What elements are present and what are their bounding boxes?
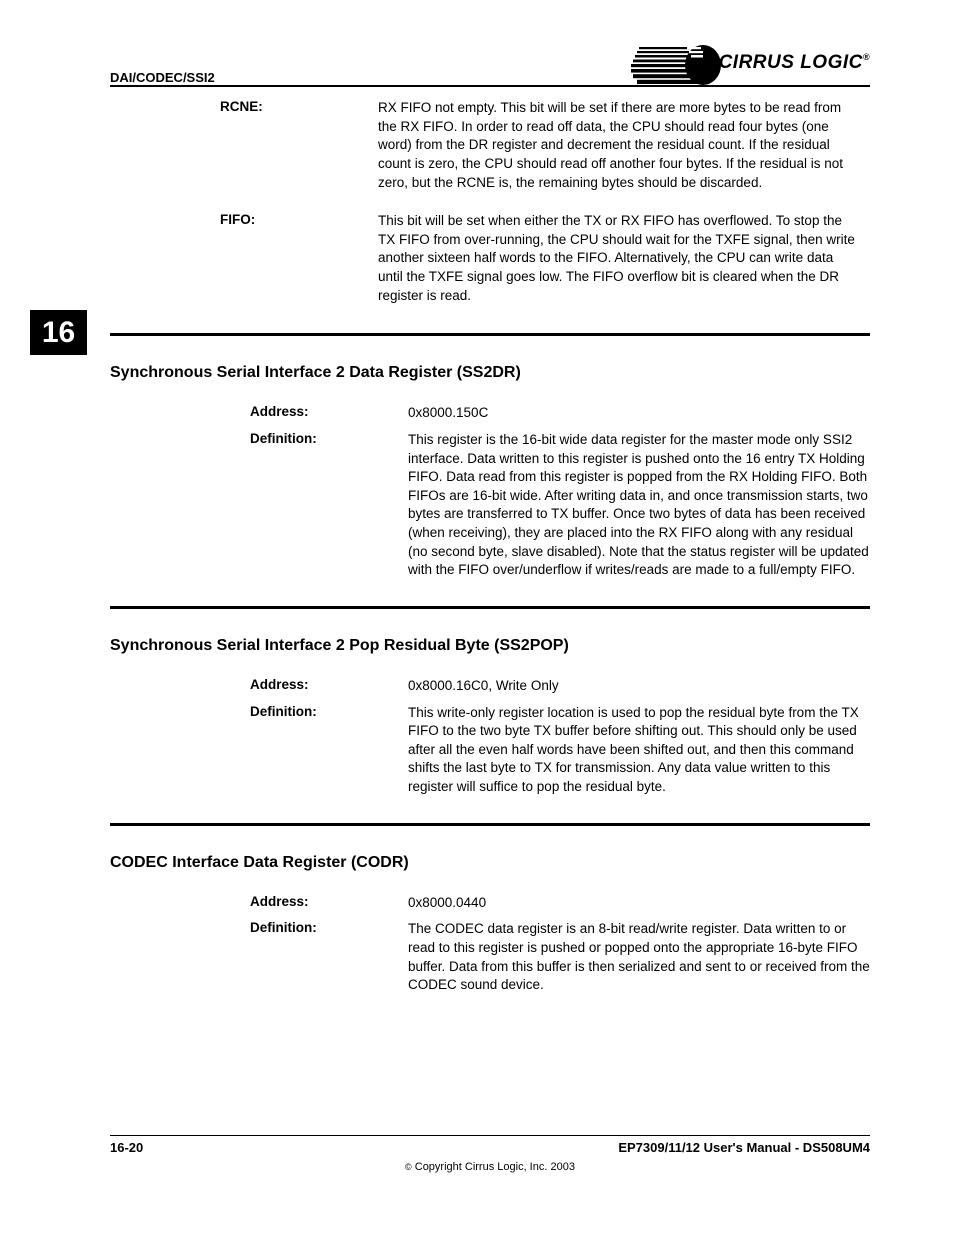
footer-rule	[110, 1135, 870, 1136]
codr-address-body: 0x8000.0440	[408, 894, 870, 913]
ss2pop-address-body: 0x8000.16C0, Write Only	[408, 677, 870, 696]
codr-definition-label: Definition:	[250, 920, 355, 935]
ss2pop-definition-label: Definition:	[250, 704, 355, 719]
field-body-fifo: This bit will be set when either the TX …	[378, 212, 860, 305]
header-title: DAI/CODEC/SSI2	[110, 70, 215, 85]
footer-manual: EP7309/11/12 User's Manual - DS508UM4	[618, 1140, 870, 1155]
chapter-tab: 16	[30, 310, 87, 355]
ss2pop-address-label: Address:	[250, 677, 355, 692]
ss2pop-address: Address: 0x8000.16C0, Write Only	[250, 677, 870, 696]
codr-definition-body: The CODEC data register is an 8-bit read…	[408, 920, 870, 995]
logo-registered: ®	[863, 52, 870, 62]
footer-page: 16-20	[110, 1140, 143, 1155]
page-body: DAI/CODEC/SSI2	[110, 40, 870, 995]
ss2pop-definition-body: This write-only register location is use…	[408, 704, 870, 797]
codr-definition: Definition: The CODEC data register is a…	[250, 920, 870, 995]
page-footer: 16-20 EP7309/11/12 User's Manual - DS508…	[110, 1135, 870, 1173]
section-heading-codr: CODEC Interface Data Register (CODR)	[110, 854, 870, 872]
ss2dr-definition-body: This register is the 16-bit wide data re…	[408, 431, 870, 580]
ss2pop-definition: Definition: This write-only register loc…	[250, 704, 870, 797]
section-heading-ss2pop: Synchronous Serial Interface 2 Pop Resid…	[110, 637, 870, 655]
field-fifo: FIFO: This bit will be set when either t…	[220, 212, 860, 305]
field-body-rcne: RX FIFO not empty. This bit will be set …	[378, 99, 860, 192]
codr-address: Address: 0x8000.0440	[250, 894, 870, 913]
cirrus-logo-mark	[631, 41, 721, 85]
field-rcne: RCNE: RX FIFO not empty. This bit will b…	[220, 99, 860, 192]
ss2dr-address-body: 0x8000.150C	[408, 404, 870, 423]
ss2dr-address-label: Address:	[250, 404, 355, 419]
footer-copyright: © Copyright Cirrus Logic, Inc. 2003	[110, 1161, 870, 1173]
ss2dr-definition: Definition: This register is the 16-bit …	[250, 431, 870, 580]
cirrus-logo: CIRRUS LOGIC®	[631, 41, 870, 85]
field-label-rcne: RCNE:	[220, 99, 320, 114]
codr-address-label: Address:	[250, 894, 355, 909]
logo-text: CIRRUS LOGIC	[719, 52, 863, 73]
ss2dr-address: Address: 0x8000.150C	[250, 404, 870, 423]
section-heading-ss2dr: Synchronous Serial Interface 2 Data Regi…	[110, 364, 870, 382]
field-label-fifo: FIFO:	[220, 212, 320, 227]
ss2dr-definition-label: Definition:	[250, 431, 355, 446]
page-header: DAI/CODEC/SSI2	[110, 40, 870, 85]
